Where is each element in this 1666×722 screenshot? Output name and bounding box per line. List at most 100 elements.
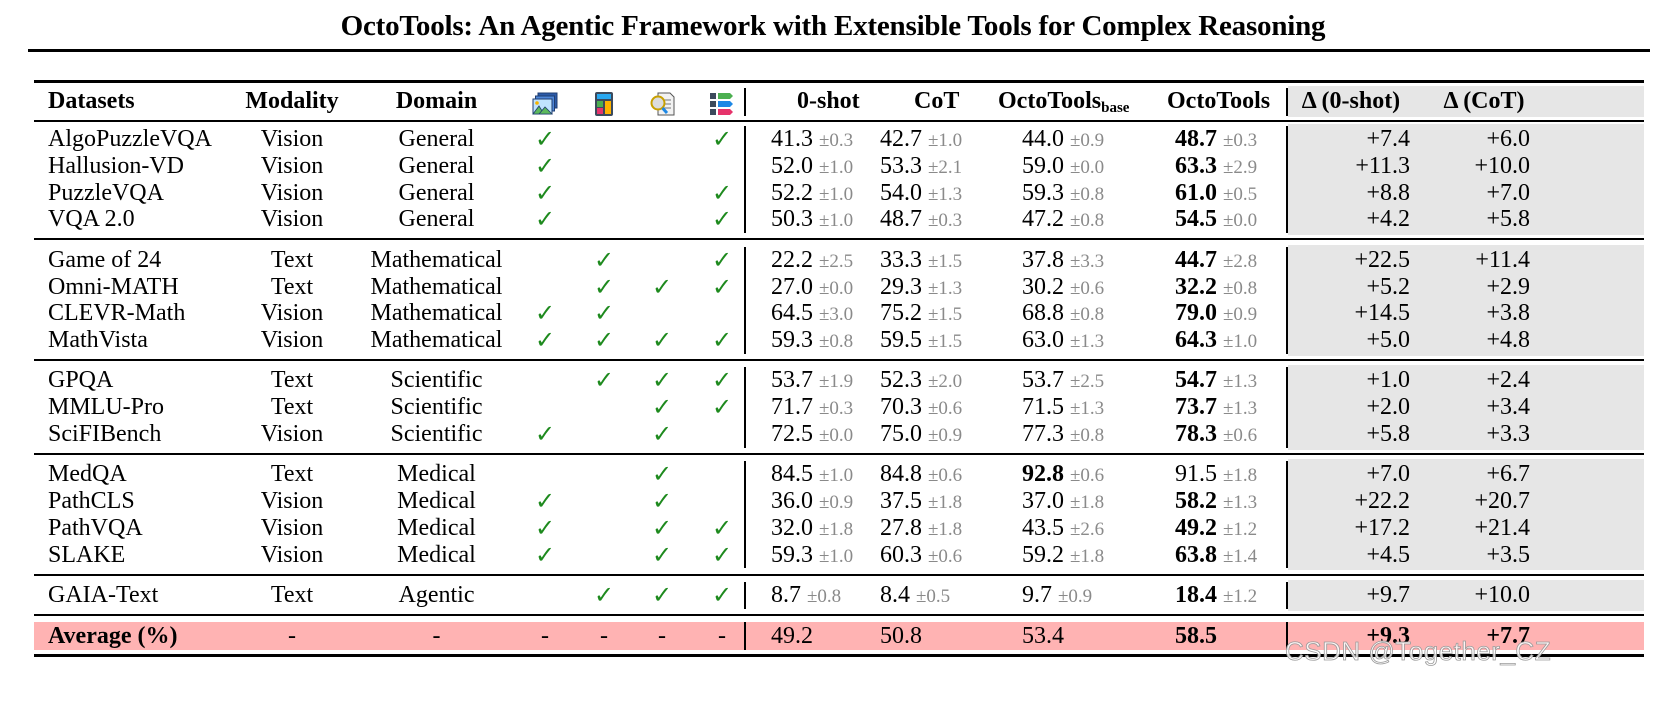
group-separator-2	[1286, 582, 1288, 609]
cot-score: 75.2 ±1.5	[880, 300, 963, 327]
tool-check-icon	[589, 488, 619, 515]
delta-cot: +3.4	[1486, 394, 1530, 421]
dataset-name: GPQA	[48, 367, 114, 394]
oct-score: 48.7 ±0.3	[1175, 126, 1258, 152]
tool-check-icon	[589, 126, 619, 153]
modality: Text	[270, 461, 314, 488]
base-score: 47.2 ±0.8	[1022, 206, 1105, 233]
delta-0-shot: +5.0	[1366, 327, 1410, 354]
delta-cot: +11.4	[1475, 246, 1530, 273]
delta-header-bg	[1288, 86, 1644, 117]
tool-check-icon	[707, 461, 737, 488]
dataset-name: Omni-MATH	[48, 273, 179, 300]
tool-check-icon: ✓	[593, 581, 615, 609]
tool-check-icon: ✓	[711, 540, 733, 569]
group-rule	[34, 573, 1644, 576]
delta-cot: +5.8	[1486, 206, 1530, 233]
domain: Medical	[397, 541, 476, 568]
cot-score: 27.8 ±1.8	[880, 514, 963, 541]
delta-0-shot: +22.2	[1354, 488, 1410, 515]
tool-check-icon: ✓	[534, 326, 556, 355]
modality: Text	[270, 582, 314, 608]
table-row: Hallusion-VD Vision General ✓ 52.0 ±1.0 53.3 …	[34, 151, 1644, 180]
table-row: MedQA Text Medical ✓ 84.5 ±1.0 84.8 ±0.6 92.8 …	[34, 461, 1644, 488]
top-rule	[34, 80, 1644, 83]
tool-check-icon	[647, 247, 677, 274]
zs-score: 8.7 ±0.8	[771, 582, 842, 608]
delta-cot: +10.0	[1474, 582, 1530, 608]
table-row: PathCLS Vision Medical ✓ ✓ 36.0 ±0.9 37.5 ±1.8…	[34, 488, 1644, 515]
oct-score: 18.4 ±1.2	[1175, 582, 1258, 608]
zs-score: 32.0 ±1.8	[771, 514, 854, 541]
delta-group-bg	[1288, 244, 1644, 356]
delta-group-bg	[1288, 124, 1644, 236]
domain: Scientific	[390, 367, 483, 394]
group-rule	[34, 238, 1644, 241]
group-separator-1	[744, 246, 746, 354]
average-row: Average (%) - - - - - - 49.2 50.8 53.4 58.5 +9.3 +7.…	[34, 622, 1644, 650]
base-score: 59.2 ±1.8	[1022, 541, 1105, 568]
cot-score: 60.3 ±0.6	[880, 541, 963, 568]
modality: Text	[270, 273, 314, 300]
dataset-name: VQA 2.0	[48, 206, 135, 233]
tool-check-icon	[647, 126, 677, 153]
delta-0-shot: +14.5	[1354, 300, 1410, 327]
tool-check-icon: ✓	[534, 151, 556, 180]
zs-score: 22.2 ±2.5	[771, 246, 854, 273]
cot-score: 70.3 ±0.6	[880, 394, 963, 421]
tool-check-icon	[530, 582, 560, 609]
oct-score: 91.5 ±1.8	[1175, 461, 1258, 488]
oct-score: 32.2 ±0.8	[1175, 273, 1258, 300]
delta-group-bg	[1288, 459, 1644, 571]
domain: General	[398, 206, 475, 233]
zs-score: 84.5 ±1.0	[771, 461, 854, 488]
tool-check-icon: ✓	[593, 326, 615, 355]
zs-score: 72.5 ±0.0	[771, 421, 854, 447]
delta-cot: +20.7	[1474, 488, 1530, 515]
table-title: OctoTools: An Agentic Framework with Ext…	[340, 10, 1326, 42]
dataset-name: CLEVR-Math	[48, 300, 186, 327]
tool-check-icon: ✓	[651, 460, 673, 489]
tool-check-icon	[589, 421, 619, 448]
domain: Mathematical	[370, 273, 503, 300]
cot-score: 29.3 ±1.3	[880, 273, 963, 300]
tool-check-icon	[530, 394, 560, 421]
cot-score: 8.4 ±0.5	[880, 582, 951, 608]
tool-check-icon: ✓	[711, 205, 733, 234]
delta-0-shot: +17.2	[1354, 514, 1410, 541]
delta-0-shot: +7.4	[1366, 126, 1410, 152]
average-separator-1	[744, 621, 746, 650]
zs-score: 52.0 ±1.0	[771, 152, 854, 179]
zs-score: 64.5 ±3.0	[771, 300, 854, 327]
zs-score: 52.2 ±1.0	[771, 179, 854, 206]
base-score: 59.3 ±0.8	[1022, 179, 1105, 206]
tool-check-icon: ✓	[534, 540, 556, 569]
table-row: PuzzleVQA Vision General ✓ ✓ 52.2 ±1.0 54.0 ±1…	[34, 179, 1644, 207]
tool-check-icon: ✓	[534, 513, 556, 542]
oct-score: 54.5 ±0.0	[1175, 206, 1258, 233]
cot-score: 48.7 ±0.3	[880, 206, 963, 233]
average-tool: -	[541, 622, 549, 649]
table-row: MMLU-Pro Text Scientific ✓ ✓ 71.7 ±0.3 70.3 ±0…	[34, 394, 1644, 421]
cot-score: 59.5 ±1.5	[880, 327, 963, 354]
oct-score: 54.7 ±1.3	[1175, 367, 1258, 394]
tool-check-icon: ✓	[651, 540, 673, 569]
modality: Text	[270, 246, 314, 273]
zs-score: 53.7 ±1.9	[771, 367, 854, 394]
search-document-tool-icon	[650, 92, 675, 116]
base-score: 68.8 ±0.8	[1022, 300, 1105, 327]
tool-check-icon: ✓	[593, 272, 615, 301]
base-score: 43.5 ±2.6	[1022, 514, 1105, 541]
tool-check-icon	[589, 206, 619, 233]
tool-check-icon	[589, 515, 619, 542]
oct-score: 58.2 ±1.3	[1175, 488, 1258, 515]
image-tool-icon	[532, 92, 558, 115]
header-modality: Modality	[245, 88, 339, 114]
average-tool: -	[658, 622, 666, 649]
tool-check-icon: ✓	[711, 366, 733, 395]
watermark: CSDN @Together_CZ	[1285, 636, 1552, 667]
zs-score: 41.3 ±0.3	[771, 126, 854, 152]
modality: Text	[270, 367, 314, 394]
delta-cot: +7.0	[1486, 179, 1530, 206]
group-separator-1	[744, 582, 746, 609]
